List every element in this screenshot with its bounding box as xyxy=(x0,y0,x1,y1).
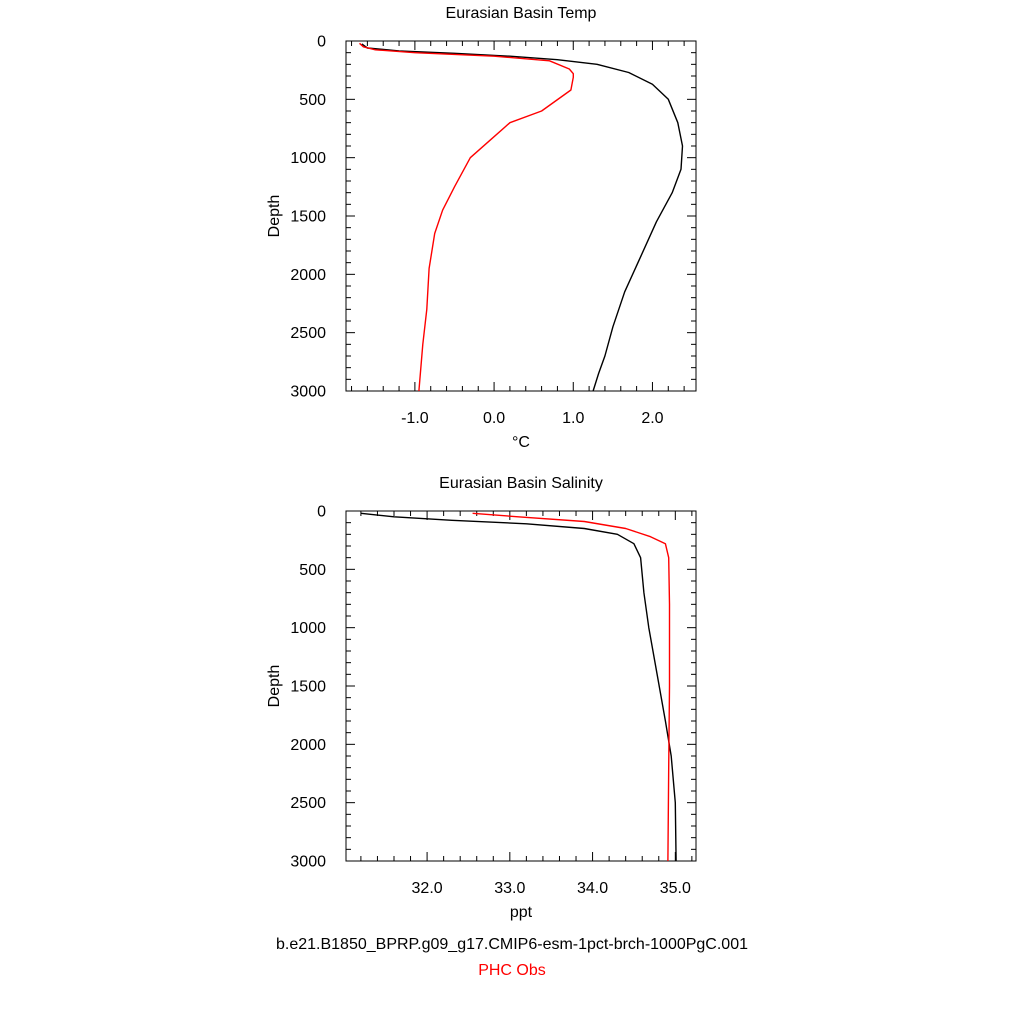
temp-y-tick-label: 0 xyxy=(317,34,326,51)
salinity-y-axis-label: Depth xyxy=(266,665,283,708)
salinity-x-axis-label: ppt xyxy=(510,904,533,921)
salinity-x-tick-label: 34.0 xyxy=(577,880,608,897)
legend-model-label: b.e21.B1850_BPRP.g09_g17.CMIP6-esm-1pct-… xyxy=(276,936,748,953)
temp-chart-title: Eurasian Basin Temp xyxy=(446,5,597,22)
temp-x-tick-label: 0.0 xyxy=(483,410,505,427)
temp-y-tick-label: 500 xyxy=(299,92,326,109)
salinity-y-tick-label: 1000 xyxy=(290,620,326,637)
salinity-y-tick-label: 2500 xyxy=(290,795,326,812)
temp-x-tick-label: 2.0 xyxy=(641,410,663,427)
salinity-model-line xyxy=(360,512,677,862)
temp-y-tick-label: 2500 xyxy=(290,325,326,342)
salinity-obs-line xyxy=(472,512,671,862)
temp-y-tick-label: 2000 xyxy=(290,267,326,284)
salinity-y-tick-label: 3000 xyxy=(290,854,326,871)
temp-chart-panel: 0 500 1000 1500 2000 2500 3000 -1.0 0.0 1.0 2.0 Eur… xyxy=(266,5,697,451)
salinity-x-tick-label: 35.0 xyxy=(660,880,691,897)
temp-y-tick-label: 3000 xyxy=(290,384,326,401)
temp-obs-line xyxy=(359,42,574,392)
salinity-y-tick-label: 1500 xyxy=(290,679,326,696)
salinity-x-tick-label: 33.0 xyxy=(494,880,525,897)
salinity-x-tick-label: 32.0 xyxy=(412,880,443,897)
salinity-y-tick-label: 2000 xyxy=(290,737,326,754)
salinity-y-tick-label: 0 xyxy=(317,504,326,521)
legend-obs-label: PHC Obs xyxy=(478,962,546,979)
temp-x-tick-label: 1.0 xyxy=(562,410,584,427)
temp-x-tick-label: -1.0 xyxy=(401,410,429,427)
salinity-y-tick-label: 500 xyxy=(299,562,326,579)
temp-model-line xyxy=(361,43,684,392)
salinity-plot-frame xyxy=(345,510,697,862)
salinity-chart-title: Eurasian Basin Salinity xyxy=(439,475,603,492)
temp-y-tick-label: 1500 xyxy=(290,209,326,226)
temp-plot-frame xyxy=(345,40,697,392)
temp-y-tick-label: 1000 xyxy=(290,150,326,167)
temp-x-axis-label: °C xyxy=(512,434,530,451)
salinity-chart-panel: 0 500 1000 1500 2000 2500 3000 32.0 33.0 34.0 35.0… xyxy=(266,475,697,921)
temp-y-axis-label: Depth xyxy=(266,195,283,238)
